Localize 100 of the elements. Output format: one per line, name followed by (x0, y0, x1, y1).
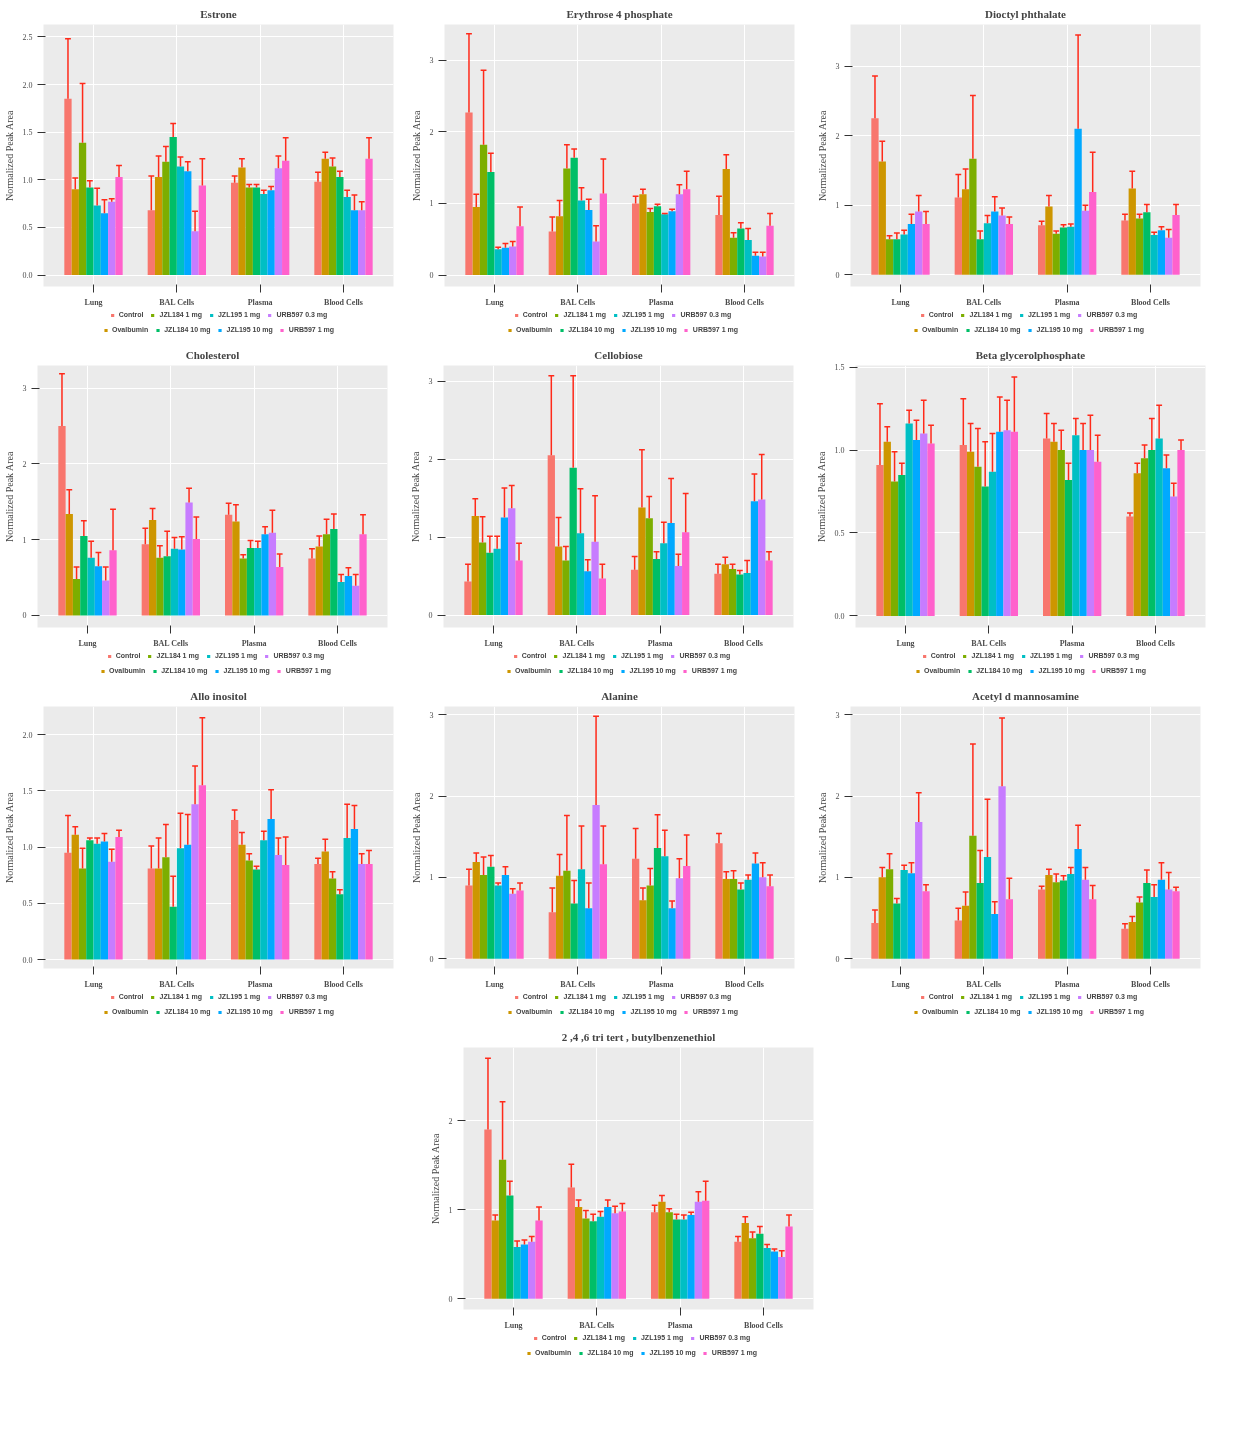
bar (983, 857, 992, 959)
x-tick-label: Plasma (648, 297, 674, 307)
bar (509, 246, 517, 276)
bar (245, 187, 253, 276)
bar (885, 869, 894, 959)
chart-title: Alanine (601, 689, 638, 702)
bar (756, 1233, 764, 1299)
bar (1043, 438, 1051, 616)
bar (611, 1213, 619, 1299)
x-tick-label: BAL Cells (159, 979, 195, 989)
bar (1170, 496, 1178, 616)
bar (766, 225, 774, 276)
y-tick-label: 0.5 (834, 528, 845, 538)
bar (1157, 230, 1166, 275)
bar (554, 546, 563, 616)
bar (1133, 473, 1141, 616)
bar (683, 865, 691, 959)
x-tick-label: Lung (84, 979, 103, 989)
bar (147, 868, 155, 960)
bar (1074, 128, 1082, 275)
bar (71, 189, 79, 276)
bar (282, 160, 290, 276)
bar (759, 877, 767, 959)
bar (687, 1215, 695, 1299)
bar (1074, 848, 1082, 959)
x-tick-label: Plasma (647, 638, 673, 648)
chart-title: Estrone (200, 7, 237, 20)
bar (715, 843, 723, 959)
y-axis-title: Normalized Peak Area (815, 450, 827, 543)
bar (170, 548, 179, 616)
bar (1010, 431, 1018, 616)
bar (927, 443, 935, 616)
x-tick-label: Blood Cells (1131, 979, 1170, 989)
bar (108, 861, 116, 960)
bar (268, 532, 277, 616)
bar (750, 501, 759, 616)
bar (661, 214, 669, 276)
bar (65, 513, 73, 616)
y-tick-label: 2 (429, 792, 434, 801)
bar (722, 169, 730, 276)
x-tick-label: Lung (84, 297, 103, 307)
bar (998, 786, 1006, 959)
bar (141, 544, 149, 616)
bar (618, 1211, 626, 1299)
bar (567, 1187, 575, 1299)
bar (569, 467, 577, 616)
bar (991, 211, 999, 275)
bar (274, 854, 283, 960)
bar (734, 1241, 742, 1299)
bar (1121, 928, 1129, 959)
bar (885, 239, 894, 275)
bar (191, 231, 199, 276)
bar (922, 891, 930, 959)
y-tick-label: 2 (429, 127, 434, 137)
bar (766, 886, 774, 959)
bar (748, 1238, 757, 1299)
bar (58, 426, 66, 616)
bar (163, 556, 171, 616)
y-tick-label: 1.0 (22, 175, 33, 185)
bar (328, 166, 337, 276)
bar (582, 1218, 590, 1299)
bar (900, 234, 908, 275)
bar (1067, 874, 1075, 959)
bar (596, 1216, 605, 1299)
bar (1089, 191, 1097, 275)
bar (274, 168, 283, 276)
x-tick-label: BAL Cells (560, 297, 596, 307)
bar (898, 474, 906, 616)
bar (651, 1212, 659, 1299)
bar (876, 464, 884, 616)
bar (674, 565, 683, 616)
bar (763, 1248, 771, 1299)
bar (672, 1219, 681, 1299)
bar (486, 552, 494, 616)
bar (471, 515, 479, 616)
bar (667, 523, 675, 616)
bar (661, 856, 669, 959)
bar (1177, 450, 1185, 616)
bar (1057, 450, 1065, 616)
bar (900, 870, 908, 959)
bar (494, 249, 502, 276)
bar (1038, 889, 1046, 959)
bar (100, 213, 109, 276)
x-tick-label: Lung (485, 979, 504, 989)
chart-title: Allo inositol (190, 689, 247, 702)
x-tick-label: Lung (78, 638, 97, 648)
x-tick-label: Blood Cells (324, 297, 363, 307)
bar (675, 878, 684, 959)
x-tick-label: Blood Cells (744, 1320, 783, 1330)
bar (998, 215, 1006, 275)
bar (1148, 450, 1156, 616)
x-tick-label: Plasma (247, 297, 273, 307)
y-tick-label: 2 (428, 455, 433, 465)
bar (1052, 233, 1060, 275)
bar (520, 1244, 529, 1299)
bar (365, 158, 373, 276)
bar (515, 560, 523, 616)
bar (1140, 458, 1149, 616)
bar (516, 226, 524, 276)
bar (728, 569, 737, 616)
